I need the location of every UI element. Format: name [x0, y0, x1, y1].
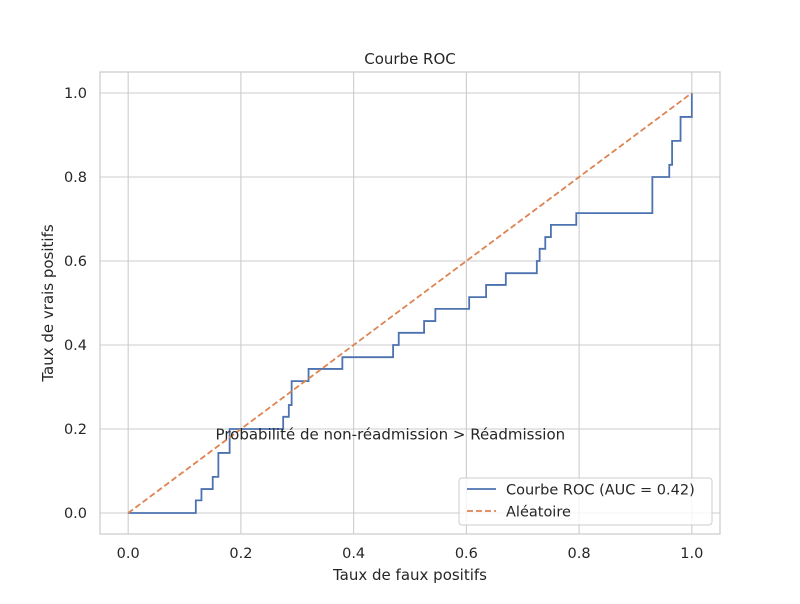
x-tick-label: 0.6 — [455, 546, 478, 562]
tick-labels: 0.0 0.2 0.4 0.6 0.8 1.0 0.0 0.2 0.4 0.6 0.8 1.0 — [64, 86, 703, 562]
x-tick-label: 0.2 — [229, 546, 252, 562]
chart-title: Courbe ROC — [364, 50, 456, 68]
x-tick-label: 0.0 — [117, 546, 140, 562]
grid — [100, 72, 720, 534]
y-axis-label: Taux de vrais positifs — [39, 224, 57, 383]
legend-label-roc: Courbe ROC (AUC = 0.42) — [506, 483, 695, 499]
x-tick-label: 0.8 — [568, 546, 591, 562]
x-axis-label: Taux de faux positifs — [332, 566, 487, 584]
y-tick-label: 0.2 — [64, 422, 87, 438]
legend: Courbe ROC (AUC = 0.42) Aléatoire — [458, 477, 713, 526]
series-layer — [127, 92, 693, 514]
y-tick-label: 0.0 — [64, 506, 87, 522]
legend-label-random: Aléatoire — [506, 505, 571, 521]
y-tick-label: 0.4 — [64, 338, 87, 354]
x-tick-label: 0.4 — [342, 546, 365, 562]
random-baseline-line — [127, 92, 693, 514]
legend-box — [458, 477, 713, 526]
y-tick-label: 0.8 — [64, 170, 87, 186]
y-tick-label: 1.0 — [64, 86, 87, 102]
roc-curve-line — [128, 93, 693, 514]
y-tick-label: 0.6 — [64, 254, 87, 270]
plot-area-frame — [99, 71, 721, 535]
chart-annotation: Probabilité de non-réadmission > Réadmis… — [216, 426, 566, 444]
x-tick-label: 1.0 — [680, 546, 703, 562]
